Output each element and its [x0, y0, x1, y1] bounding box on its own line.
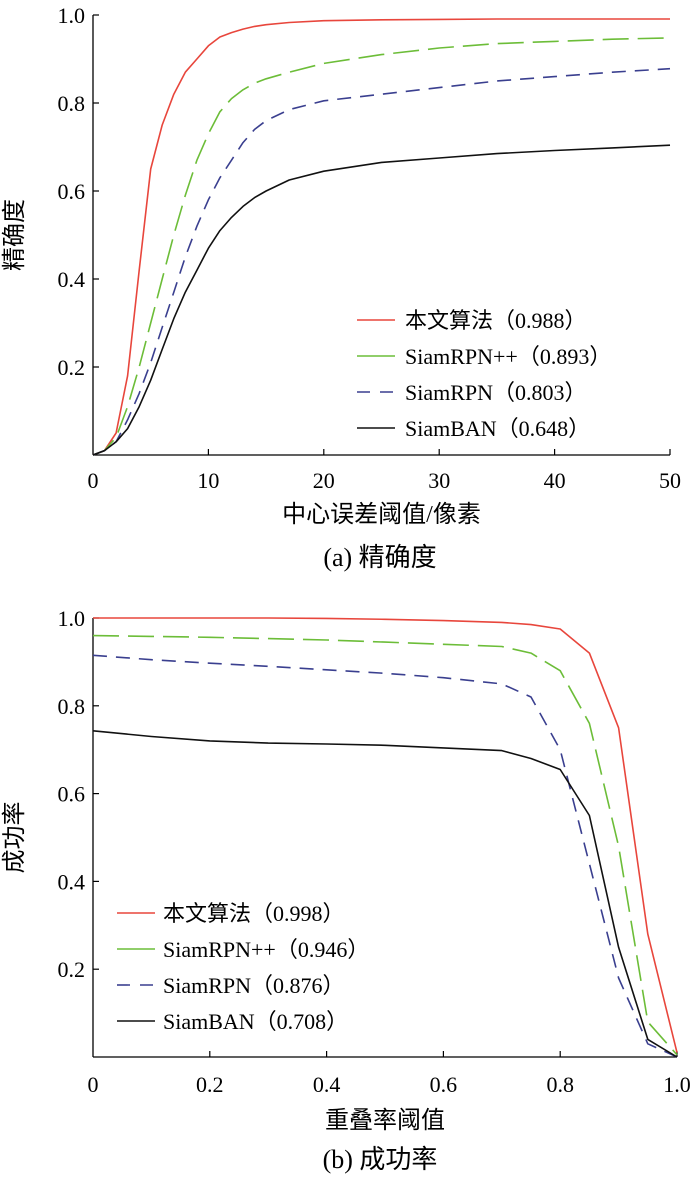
series-line-3 — [92, 67, 671, 456]
y-tick-label: 0.6 — [58, 782, 86, 807]
y-tick-label: 1.0 — [58, 606, 86, 631]
x-tick-label: 0.8 — [546, 1072, 574, 1097]
series-line-2 — [92, 37, 671, 456]
y-axis-label: 成功率 — [1, 802, 28, 874]
series-line-1 — [93, 617, 678, 1053]
series-line-4 — [92, 730, 678, 1058]
chart-panel-a: 0 10 20 30 40 50 0.2 0.4 0.6 0.8 1.0 本文算法（0.988） Sia… — [1, 3, 681, 572]
y-tick-label: 0.6 — [58, 179, 86, 204]
series-line-2 — [92, 634, 678, 1056]
x-tick-label: 0 — [88, 468, 99, 493]
y-tick-label: 0.2 — [58, 355, 86, 380]
legend-label: SiamRPN++（0.893） — [405, 344, 611, 369]
x-tick-label: 0.6 — [430, 1072, 458, 1097]
legend: 本文算法（0.998） SiamRPN++（0.946） SiamRPN（0.876… — [117, 901, 369, 1034]
x-axis-label: 重叠率阈值 — [325, 1107, 445, 1134]
x-tick-label: 0.4 — [313, 1072, 341, 1097]
x-tick-label: 40 — [544, 468, 566, 493]
x-tick-label: 30 — [428, 468, 450, 493]
series-line-3 — [92, 654, 678, 1058]
x-tick-label: 0 — [88, 1072, 99, 1097]
series-line-1 — [92, 18, 670, 456]
y-tick-label: 0.4 — [58, 267, 86, 292]
legend-label: SiamRPN（0.876） — [163, 973, 345, 998]
x-tick-label: 0.2 — [196, 1072, 224, 1097]
legend-label: SiamRPN++（0.946） — [163, 937, 369, 962]
legend-label: SiamRPN（0.803） — [405, 380, 587, 405]
legend-label: 本文算法（0.988） — [405, 308, 587, 333]
y-tick-label: 1.0 — [58, 3, 86, 28]
y-axis-label: 精确度 — [1, 199, 28, 271]
panel-caption: (b) 成功率 — [323, 1145, 438, 1174]
x-tick-label: 50 — [659, 468, 681, 493]
y-tick-label: 0.8 — [58, 694, 86, 719]
y-tick-label: 0.4 — [58, 869, 86, 894]
legend-label: SiamBAN（0.708） — [163, 1009, 348, 1034]
x-axis-label: 中心误差阈值/像素 — [282, 501, 481, 528]
x-tick-label: 20 — [313, 468, 335, 493]
x-tick-label: 10 — [197, 468, 219, 493]
legend: 本文算法（0.988） SiamRPN++（0.893） SiamRPN（0.803… — [357, 308, 611, 441]
series-line-4 — [92, 144, 671, 456]
y-tick-label: 0.2 — [58, 957, 86, 982]
legend-label: SiamBAN（0.648） — [405, 416, 590, 441]
panel-caption: (a) 精确度 — [323, 543, 436, 572]
chart-panel-b: 0 0.2 0.4 0.6 0.8 1.0 0.2 0.4 0.6 0.8 1.0 本文算法（0.99… — [1, 606, 691, 1174]
legend-label: 本文算法（0.998） — [163, 901, 345, 926]
y-tick-label: 0.8 — [58, 91, 86, 116]
x-tick-label: 1.0 — [663, 1072, 691, 1097]
